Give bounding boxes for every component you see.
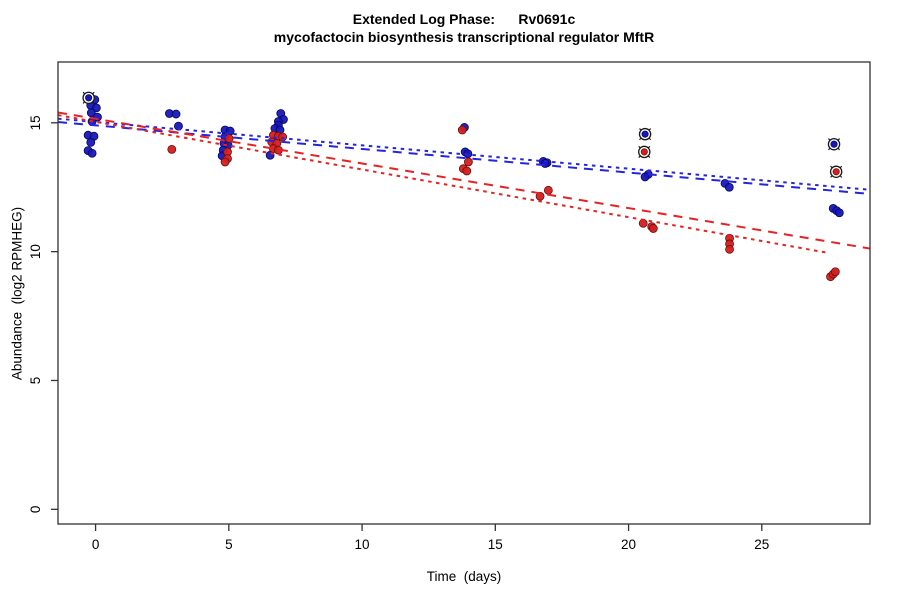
x-tick-label: 10 bbox=[355, 537, 370, 552]
red-data-point bbox=[648, 224, 658, 233]
red-data-point bbox=[535, 191, 545, 201]
plot-border bbox=[57, 61, 871, 525]
blue-data-point bbox=[87, 148, 97, 158]
axis-ticks: 0 5 10 15 20 25 0 5 10 15 bbox=[28, 115, 769, 552]
y-tick-label: 15 bbox=[28, 115, 43, 130]
x-tick-label: 25 bbox=[754, 537, 769, 552]
blue-data-point bbox=[171, 109, 181, 119]
x-axis-label: Time (days) bbox=[426, 569, 502, 584]
red-data-point bbox=[167, 144, 177, 154]
red-fit-dotted-line bbox=[57, 114, 829, 254]
y-axis-label: Abundance (log2 RPMHEG) bbox=[9, 206, 25, 381]
red-data-point bbox=[457, 125, 467, 135]
chart-title: Extended Log Phase: Rv0691c bbox=[352, 11, 576, 27]
outlier-point bbox=[640, 148, 648, 156]
chart-subtitle: mycofactocin biosynthesis transcriptiona… bbox=[273, 29, 655, 45]
data-points-layer bbox=[83, 93, 844, 282]
red-data-point bbox=[224, 134, 234, 143]
blue-data-point bbox=[724, 182, 734, 192]
x-tick-label: 5 bbox=[225, 537, 233, 552]
blue-data-point bbox=[86, 137, 96, 147]
red-data-point bbox=[278, 132, 288, 142]
red-data-point bbox=[830, 267, 840, 277]
red-data-point bbox=[725, 244, 734, 254]
red-data-point bbox=[462, 166, 472, 176]
outlier-point bbox=[832, 168, 840, 176]
x-tick-label: 20 bbox=[621, 537, 636, 552]
red-data-point bbox=[463, 157, 473, 167]
x-tick-label: 0 bbox=[92, 537, 100, 552]
y-tick-label: 0 bbox=[28, 506, 43, 514]
x-tick-label: 15 bbox=[488, 537, 503, 552]
y-tick-label: 5 bbox=[28, 377, 43, 385]
red-data-point bbox=[543, 185, 553, 195]
y-tick-label: 10 bbox=[28, 244, 43, 259]
red-data-point bbox=[220, 157, 230, 167]
blue-data-point bbox=[640, 172, 650, 182]
outlier-point bbox=[830, 140, 838, 148]
outlier-point bbox=[641, 130, 649, 138]
blue-data-point bbox=[834, 208, 844, 218]
trend-lines-layer bbox=[57, 111, 871, 254]
blue-fit-dashed-line bbox=[57, 121, 871, 195]
outlier-markers-layer bbox=[82, 91, 843, 179]
outlier-point bbox=[85, 94, 93, 102]
blue-data-point bbox=[86, 108, 96, 118]
